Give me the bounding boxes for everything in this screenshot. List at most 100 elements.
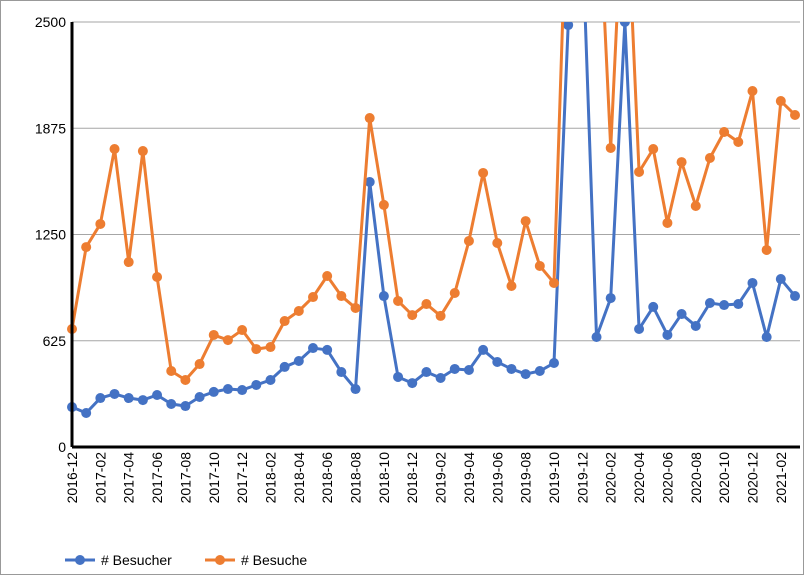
data-point (449, 363, 460, 374)
x-tick-label: 2019-04 (461, 452, 477, 504)
data-point (293, 306, 304, 316)
data-point (208, 386, 219, 397)
data-point (222, 335, 233, 346)
data-point (492, 238, 503, 248)
data-point (407, 310, 418, 321)
data-point (95, 218, 106, 229)
data-point (251, 379, 262, 390)
x-tick-label: 2020-10 (716, 452, 732, 504)
data-point (194, 359, 205, 370)
data-point (605, 293, 616, 304)
data-point (662, 217, 673, 228)
data-point (676, 157, 687, 168)
x-tick-label: 2018-10 (376, 452, 392, 504)
x-tick-label: 2018-08 (348, 452, 364, 504)
data-point (549, 358, 559, 369)
data-point (605, 142, 616, 153)
data-point (279, 361, 290, 372)
data-point (619, 22, 630, 27)
data-point (407, 378, 418, 389)
legend-marker (75, 555, 85, 565)
x-tick-label: 2020-08 (688, 452, 704, 504)
data-point (733, 299, 744, 310)
data-point (308, 343, 318, 354)
data-point (463, 235, 474, 246)
x-tick-label: 2019-12 (574, 452, 590, 504)
data-point (322, 270, 333, 281)
data-point (747, 86, 758, 97)
y-tick-label: 625 (43, 333, 67, 349)
x-tick-label: 2019-06 (489, 452, 505, 504)
data-point (719, 126, 730, 137)
data-point (704, 153, 715, 163)
x-tick-label: 2021-02 (773, 452, 789, 504)
data-point (790, 291, 800, 302)
data-point (152, 389, 163, 400)
data-point (478, 167, 489, 178)
data-point (775, 96, 786, 107)
data-point (109, 388, 120, 399)
data-point (336, 367, 347, 378)
data-point (449, 287, 460, 298)
x-tick-label: 2017-02 (92, 452, 108, 504)
data-point (690, 200, 701, 211)
data-point (563, 22, 574, 31)
y-tick-label: 1250 (35, 227, 66, 243)
data-point (478, 344, 489, 355)
data-point (109, 143, 120, 154)
data-point (308, 292, 318, 303)
data-point (634, 166, 645, 177)
data-point (704, 298, 715, 309)
x-tick-label: 2017-08 (177, 452, 193, 504)
data-point (648, 143, 659, 154)
x-tick-label: 2017-06 (149, 452, 165, 504)
series-line (71, 22, 797, 415)
data-point (166, 398, 177, 409)
x-tick-label: 2020-06 (659, 452, 675, 504)
data-point (435, 372, 446, 383)
data-point (237, 325, 248, 336)
x-tick-label: 2017-12 (234, 452, 250, 504)
data-point (180, 375, 191, 386)
y-tick-label: 0 (58, 439, 66, 455)
data-point (534, 260, 545, 271)
data-point (506, 281, 517, 292)
data-point (775, 274, 786, 285)
data-point (95, 393, 106, 404)
x-tick-label: 2020-02 (603, 452, 619, 504)
data-point (393, 371, 404, 382)
x-tick-label: 2019-08 (518, 452, 534, 504)
data-point (719, 300, 730, 311)
data-point (761, 244, 772, 255)
data-point (279, 316, 290, 327)
legend-label: # Besucher (101, 552, 172, 568)
data-point (463, 364, 474, 375)
data-point (378, 291, 389, 302)
data-point (180, 401, 191, 412)
x-tick-label: 2019-02 (433, 452, 449, 504)
data-point (336, 291, 347, 302)
x-tick-label: 2019-10 (546, 452, 562, 504)
data-point (676, 309, 687, 320)
data-point (747, 277, 758, 288)
data-point (137, 146, 148, 157)
data-point (222, 384, 233, 395)
x-tick-label: 2020-12 (744, 452, 760, 504)
legend-marker (215, 555, 225, 565)
x-tick-label: 2018-06 (319, 452, 335, 504)
y-tick-label: 2500 (35, 14, 66, 30)
data-point (492, 357, 503, 367)
data-point (435, 310, 446, 321)
data-point (634, 324, 645, 335)
x-tick-label: 2018-04 (291, 452, 307, 504)
data-point (520, 369, 531, 380)
data-point (364, 113, 375, 124)
data-point (534, 366, 545, 377)
data-point (322, 344, 333, 355)
data-point (421, 299, 432, 310)
data-point (549, 277, 559, 288)
data-point (421, 367, 432, 378)
data-point (350, 302, 361, 313)
plot-area (67, 22, 800, 418)
